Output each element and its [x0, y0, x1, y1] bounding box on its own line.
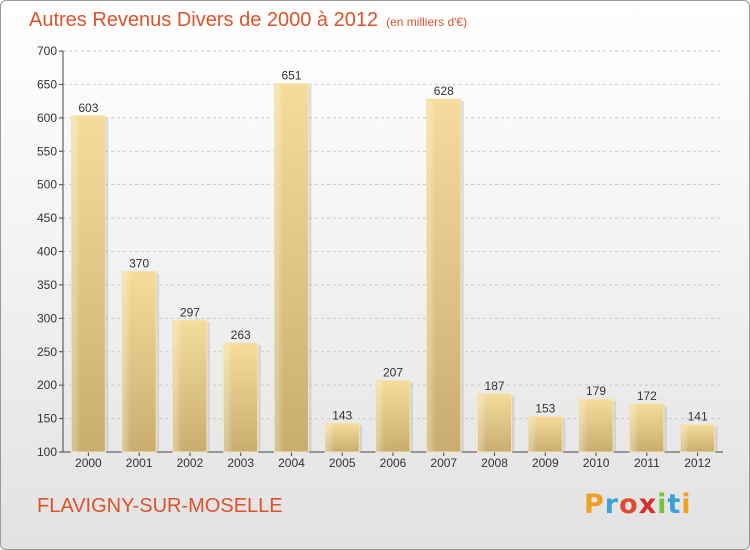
x-tick-label: 2008 [481, 456, 508, 470]
y-tick-label: 350 [37, 278, 57, 292]
x-tick-label: 2009 [532, 456, 559, 470]
title-text: Autres Revenus Divers de 2000 à 2012 [29, 9, 379, 31]
y-tick-label: 650 [37, 77, 57, 91]
data-label: 141 [688, 410, 708, 424]
x-tick-label: 2006 [380, 456, 407, 470]
data-label: 172 [637, 389, 657, 403]
data-label: 179 [586, 384, 606, 398]
x-tick-label: 2003 [227, 456, 254, 470]
data-label: 263 [231, 328, 251, 342]
y-tick-label: 600 [37, 111, 57, 125]
data-label: 153 [535, 402, 555, 416]
bar-highlight [529, 417, 538, 452]
logo-letter: r [604, 489, 620, 520]
y-tick-label: 700 [37, 44, 57, 58]
y-tick-label: 150 [37, 412, 57, 426]
logo-letter: i [657, 489, 668, 520]
bar-highlight [275, 84, 284, 452]
y-tick-label: 200 [37, 378, 57, 392]
bar-highlight [427, 100, 436, 453]
bar-highlight [478, 394, 487, 452]
data-label: 207 [383, 365, 403, 379]
logo-letter: P [584, 489, 605, 520]
y-tick-label: 250 [37, 345, 57, 359]
x-tick-label: 2002 [177, 456, 204, 470]
logo-letter: i [681, 489, 692, 520]
bar-highlight [681, 425, 690, 452]
bar-highlight [224, 344, 233, 452]
data-label: 143 [332, 408, 352, 422]
data-label: 628 [434, 84, 454, 98]
x-tick-label: 2001 [126, 456, 153, 470]
bar-highlight [580, 400, 589, 452]
bar-highlight [377, 381, 385, 452]
x-tick-label: 2007 [430, 456, 457, 470]
bar-highlight [326, 424, 335, 452]
x-tick-label: 2000 [75, 456, 102, 470]
y-tick-label: 400 [37, 245, 57, 259]
chart-title: Autres Revenus Divers de 2000 à 2012 (en … [29, 9, 467, 32]
bar-highlight [72, 116, 81, 452]
bar-highlight [630, 404, 639, 452]
data-label: 187 [485, 379, 505, 393]
y-tick-label: 450 [37, 211, 57, 225]
x-tick-label: 2005 [329, 456, 356, 470]
axis-layer: 100 150 200 250 300 350 400 450 500 550 600 650 700 2… [37, 44, 723, 470]
title-unit: (en milliers d'€) [386, 15, 468, 29]
x-tick-label: 2011 [634, 456, 660, 470]
logo-letter: o [619, 489, 639, 520]
y-tick-label: 100 [37, 445, 57, 459]
x-tick-label: 2010 [583, 456, 610, 470]
y-tick-label: 300 [37, 311, 57, 325]
bar-highlight [123, 272, 132, 452]
data-label: 651 [281, 69, 301, 83]
x-tick-label: 2012 [684, 456, 711, 470]
proxiti-logo[interactable]: Proxiti [584, 489, 692, 520]
data-label: 370 [129, 257, 149, 271]
bar-layer: 603 370 297 263 651 143 207 628 187 153 179 172 141 [70, 69, 718, 453]
commune-name: FLAVIGNY-SUR-MOSELLE [37, 495, 283, 517]
y-tick-label: 550 [37, 144, 57, 158]
data-label: 603 [78, 101, 98, 115]
logo-letter: t [667, 489, 682, 520]
data-label: 297 [180, 305, 200, 319]
x-tick-label: 2004 [278, 456, 305, 470]
logo-letter: x [638, 489, 658, 520]
y-tick-label: 500 [37, 178, 57, 192]
bar-highlight [173, 321, 182, 452]
